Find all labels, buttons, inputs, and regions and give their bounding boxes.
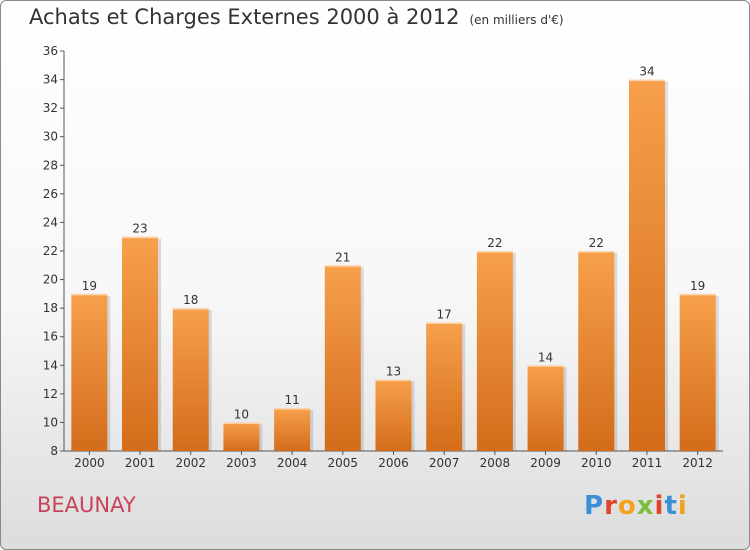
bar-2006 — [375, 379, 412, 451]
y-tick-label: 24 — [43, 215, 58, 229]
commune-name: BEAUNAY — [37, 493, 136, 517]
bar-highlight — [223, 422, 260, 424]
bar-highlight — [426, 322, 463, 324]
y-tick-label: 32 — [43, 101, 58, 115]
bar-2007 — [426, 322, 463, 451]
x-tick-label-2004: 2004 — [277, 456, 308, 470]
x-tick-label-2007: 2007 — [429, 456, 460, 470]
bar-highlight — [375, 379, 412, 382]
y-tick-label: 36 — [43, 44, 58, 58]
bar-highlight — [172, 308, 209, 310]
logo-letter: x — [636, 491, 655, 521]
bar-2012 — [679, 293, 716, 451]
axes: 8 10 12 14 16 18 20 22 24 26 28 30 32 34 36 2000 2001 200… — [43, 44, 723, 470]
y-tick-label: 30 — [43, 130, 58, 144]
bar-2008 — [476, 251, 513, 451]
data-label-2000: 19 — [82, 279, 97, 293]
bars — [71, 79, 719, 452]
data-labels: 19 23 18 10 11 21 13 17 22 14 22 34 19 — [82, 65, 706, 422]
x-tick-label-2012: 2012 — [682, 456, 713, 470]
data-label-2010: 22 — [589, 236, 604, 250]
logo-letter: t — [664, 491, 678, 521]
y-tick-label: 34 — [43, 73, 58, 87]
y-tick-label: 8 — [50, 444, 58, 458]
x-tick-label-2005: 2005 — [328, 456, 359, 470]
x-tick-label-2001: 2001 — [125, 456, 156, 470]
bar-2010 — [578, 251, 615, 451]
bar-highlight — [527, 365, 564, 367]
bar-2002 — [172, 308, 209, 451]
bar-highlight — [476, 251, 513, 253]
x-tick-label-2009: 2009 — [530, 456, 561, 470]
proxiti-logo[interactable]: Proxiti — [584, 491, 688, 521]
y-tick-label: 28 — [43, 158, 58, 172]
data-label-2002: 18 — [183, 293, 198, 307]
data-label-2005: 21 — [335, 250, 350, 264]
x-tick-label-2006: 2006 — [378, 456, 409, 470]
x-tick-label-2000: 2000 — [74, 456, 105, 470]
data-label-2009: 14 — [538, 350, 553, 364]
logo-letter: r — [604, 491, 618, 521]
y-tick-label: 12 — [43, 387, 58, 401]
bar-2000 — [71, 293, 108, 451]
y-tick-label: 16 — [43, 330, 58, 344]
x-tick-label-2010: 2010 — [581, 456, 612, 470]
data-label-2003: 10 — [234, 407, 249, 421]
x-tick-label-2003: 2003 — [226, 456, 257, 470]
bar-highlight — [628, 79, 665, 82]
bar-highlight — [122, 236, 159, 239]
bar-2004 — [274, 408, 311, 451]
data-label-2012: 19 — [690, 279, 705, 293]
y-tick-label: 20 — [43, 273, 58, 287]
logo-letter: i — [677, 491, 688, 521]
bar-2009 — [527, 365, 564, 451]
bar-2011 — [628, 79, 665, 452]
chart-unit: (en milliers d'€) — [469, 13, 564, 27]
data-label-2001: 23 — [132, 222, 147, 236]
x-tick-label-2008: 2008 — [480, 456, 511, 470]
data-label-2006: 13 — [386, 365, 401, 379]
x-tick-label-2011: 2011 — [632, 456, 663, 470]
bar-highlight — [71, 293, 108, 296]
bar-highlight — [274, 408, 311, 410]
y-tick-label: 26 — [43, 187, 58, 201]
chart-title-text: Achats et Charges Externes 2000 à 2012 — [29, 5, 460, 29]
data-label-2007: 17 — [437, 307, 452, 321]
x-tick-label-2002: 2002 — [175, 456, 206, 470]
data-label-2011: 34 — [639, 65, 654, 79]
bar-2001 — [122, 236, 159, 451]
bar-highlight — [679, 293, 716, 296]
bar-2005 — [324, 265, 361, 451]
bar-highlight — [578, 251, 615, 253]
y-tick-label: 10 — [43, 415, 58, 429]
logo-letter: i — [654, 491, 665, 521]
y-tick-label: 22 — [43, 244, 58, 258]
logo-letter: o — [617, 491, 637, 521]
y-tick-label: 14 — [43, 358, 58, 372]
bar-highlight — [324, 265, 361, 267]
data-label-2004: 11 — [284, 393, 299, 407]
y-tick-label: 18 — [43, 301, 58, 315]
logo-letter: P — [584, 491, 605, 521]
data-label-2008: 22 — [487, 236, 502, 250]
chart-title: Achats et Charges Externes 2000 à 2012 (e… — [29, 5, 564, 29]
bar-2003 — [223, 422, 260, 451]
